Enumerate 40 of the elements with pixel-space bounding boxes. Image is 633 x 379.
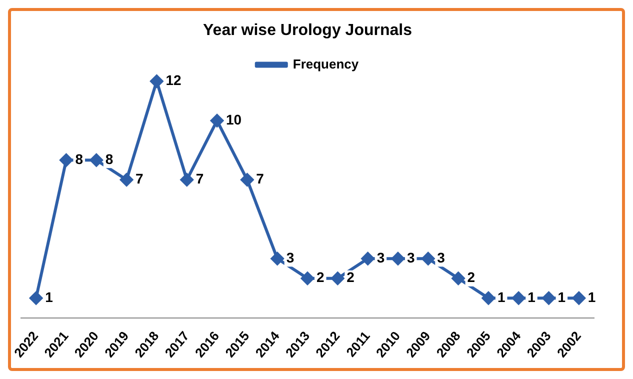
data-label: 7 (256, 170, 264, 187)
point (422, 252, 435, 266)
data-label: 7 (136, 170, 144, 187)
data-label: 1 (497, 288, 506, 305)
chart-title: Year wise Urology Journals (203, 22, 412, 40)
point (452, 272, 465, 285)
legend-label: Frequency (292, 56, 360, 72)
point (301, 272, 314, 285)
data-label: 3 (376, 250, 385, 266)
data-label: 2 (346, 269, 355, 286)
point (270, 252, 284, 266)
data-label: 1 (528, 288, 536, 305)
point (482, 292, 495, 305)
data-label: 1 (588, 288, 596, 305)
data-label: 1 (558, 288, 566, 305)
data-label: 2 (316, 269, 324, 286)
point (180, 173, 194, 186)
data-label: 7 (196, 170, 204, 187)
point (572, 292, 586, 305)
point (60, 154, 73, 167)
point (512, 292, 526, 305)
point (240, 173, 254, 186)
point (361, 252, 374, 266)
data-label: 3 (286, 250, 294, 266)
point (331, 272, 344, 285)
data-label: 1 (45, 288, 54, 305)
data-label: 3 (406, 250, 415, 266)
point (210, 114, 224, 128)
point (150, 74, 164, 88)
data-label: 3 (437, 250, 446, 266)
data-label: 8 (75, 150, 84, 167)
point (391, 252, 404, 266)
point (542, 292, 556, 305)
data-label: 10 (226, 111, 242, 128)
data-label: 12 (166, 72, 182, 88)
point (90, 154, 103, 167)
data-label: 8 (105, 150, 114, 167)
data-label: 2 (467, 269, 476, 286)
point (120, 173, 134, 186)
point (30, 292, 43, 305)
